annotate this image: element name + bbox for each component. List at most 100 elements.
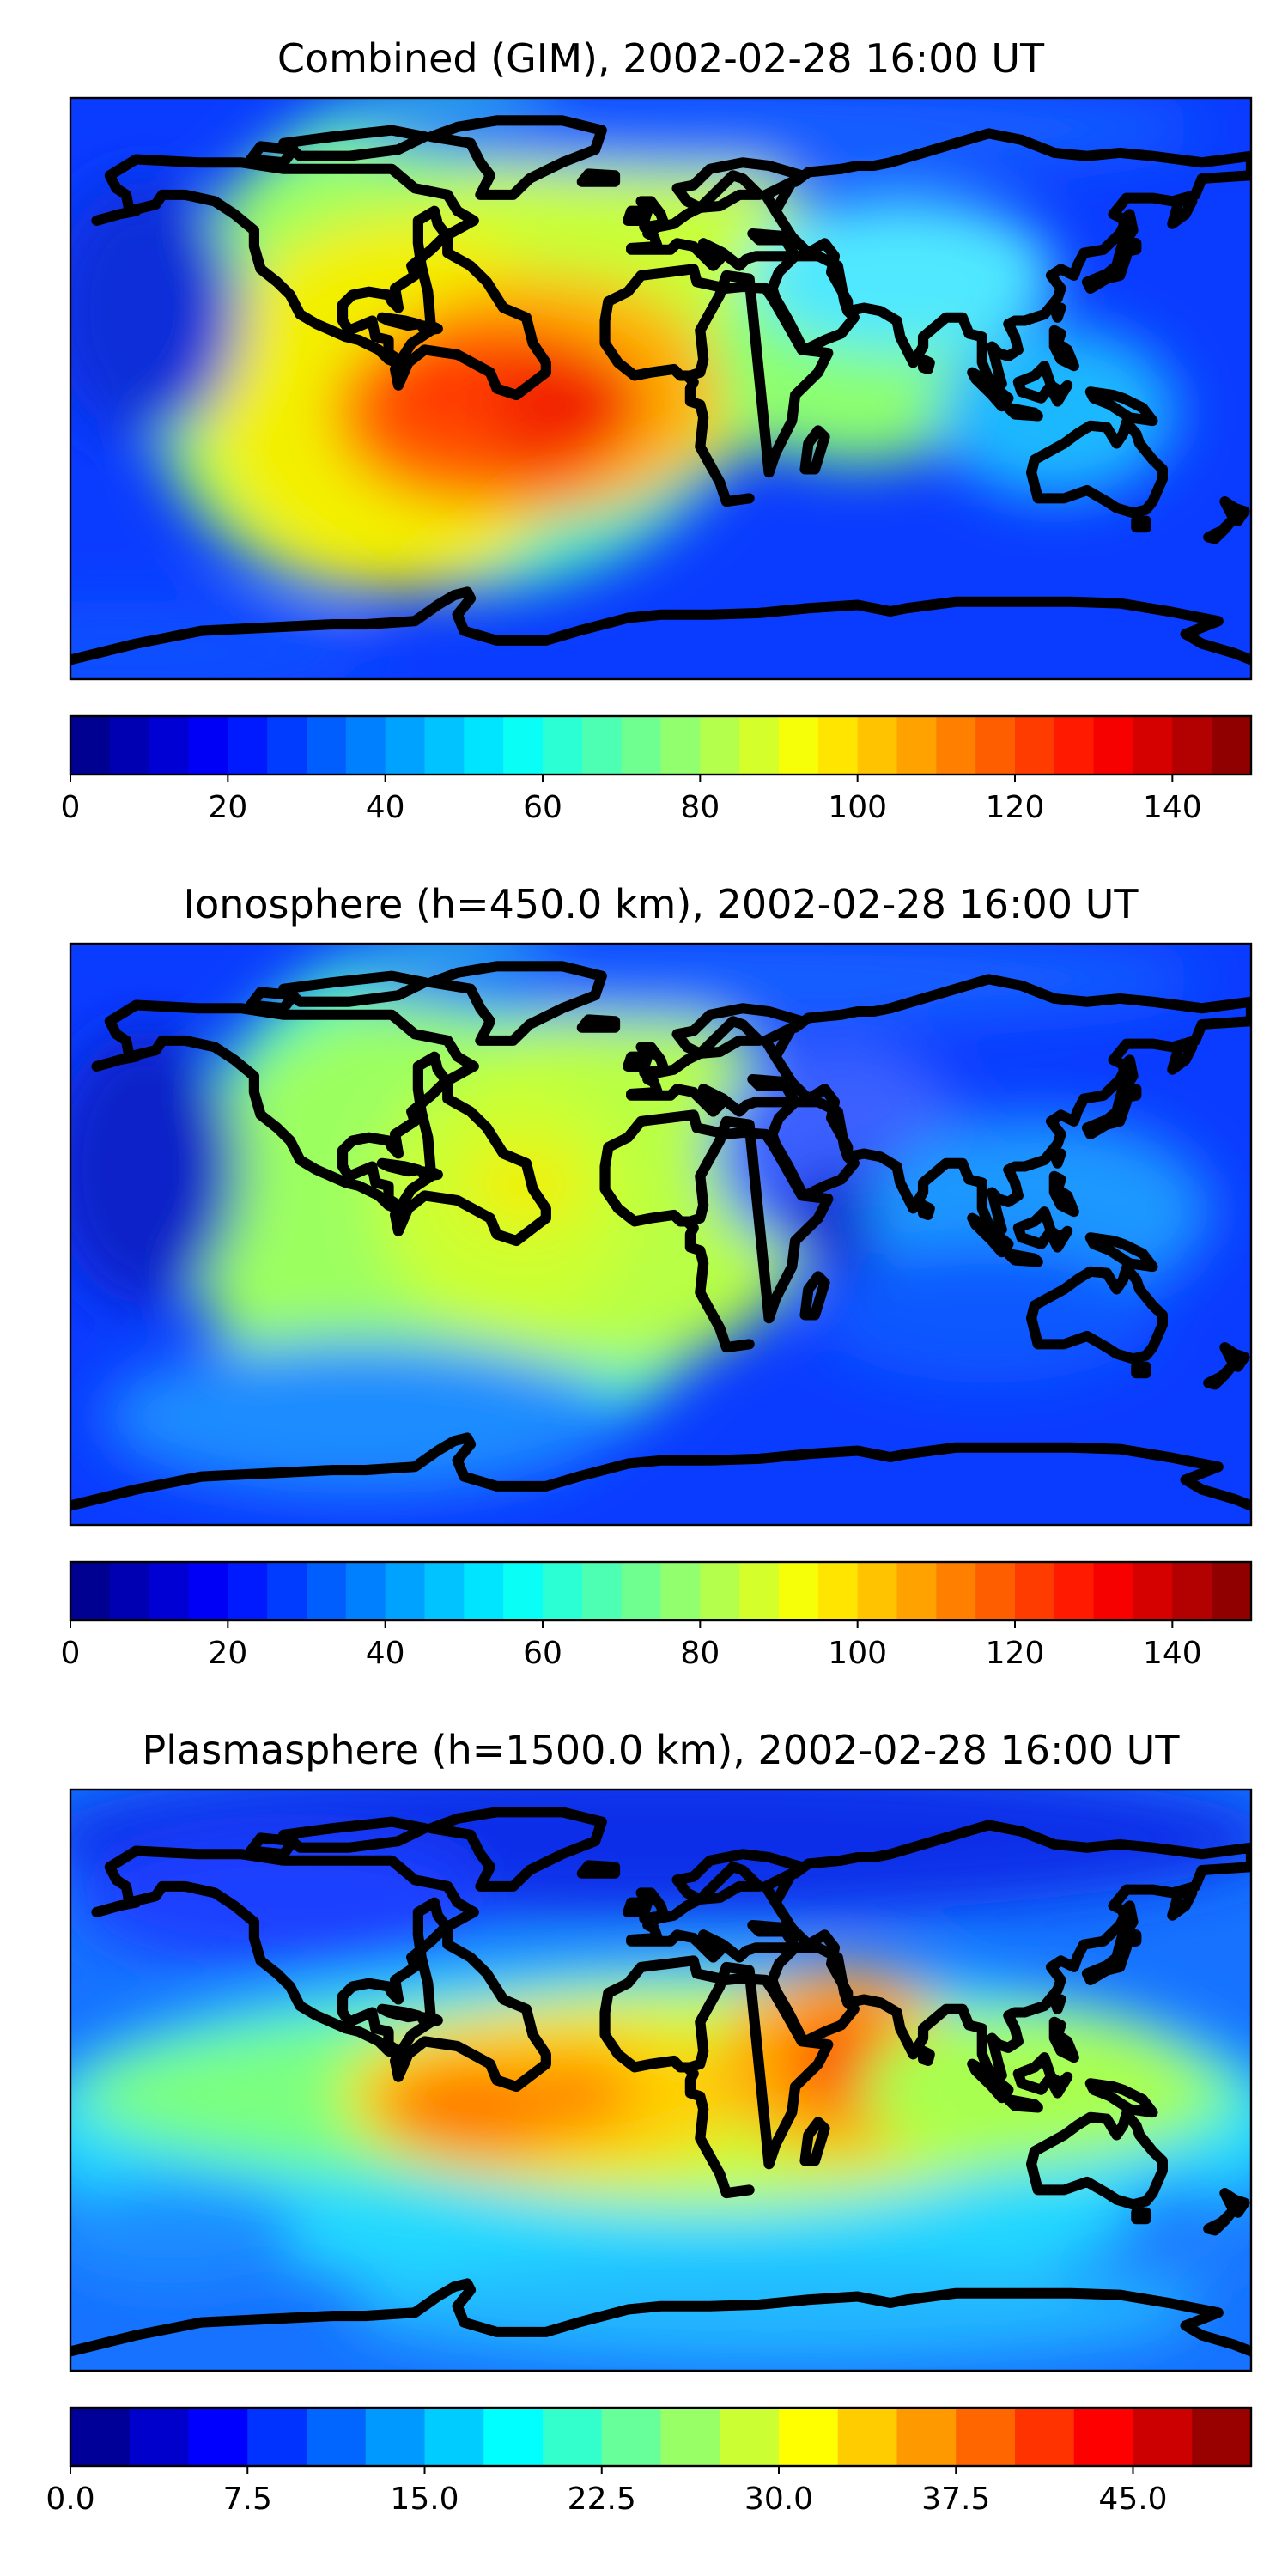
colorbar-swatch [857, 1562, 898, 1620]
colorbar-tick-label: 0 [61, 790, 81, 825]
colorbar-swatch [621, 1562, 662, 1620]
colorbar-swatch [307, 2408, 367, 2466]
colorbar-swatch [188, 1562, 228, 1620]
colorbar-swatch [149, 1562, 190, 1620]
colorbar-swatch [345, 716, 386, 775]
colorbar-tick-label: 140 [1143, 1636, 1202, 1671]
colorbar-swatch [581, 1562, 623, 1620]
colorbar-tick-label: 20 [208, 790, 247, 825]
colorbar-swatch [70, 1562, 111, 1620]
colorbar-swatch [424, 716, 465, 775]
colorbar-swatch [345, 1562, 386, 1620]
colorbar-tick-label: 120 [986, 1636, 1045, 1671]
colorbar-ticks: 0 20 40 60 80 100 120 140 [61, 775, 1202, 825]
colorbar-swatch [1212, 1562, 1252, 1620]
colorbar-tick-label: 0.0 [46, 2482, 94, 2517]
colorbar-tick-label: 30.0 [744, 2482, 813, 2517]
colorbar-swatch [896, 2408, 957, 2466]
colorbar-swatch [70, 2408, 131, 2466]
map-frame [69, 1788, 1253, 2372]
colorbar-swatch [188, 2408, 248, 2466]
colorbar-swatch [483, 2408, 544, 2466]
colorbar-swatch [228, 1562, 268, 1620]
colorbar-tick-label: 120 [986, 790, 1045, 825]
colorbar-swatches [70, 716, 1252, 775]
colorbar-swatch [779, 1562, 819, 1620]
colorbar-swatch [837, 2408, 898, 2466]
colorbar-swatch [424, 1562, 465, 1620]
heatmap-field [70, 1789, 1251, 2371]
colorbar-tick-label: 100 [828, 1636, 887, 1671]
colorbar-swatch [1172, 1562, 1212, 1620]
panel-ionosphere: Ionosphere (h=450.0 km), 2002-02-28 16:0… [61, 881, 1253, 1671]
colorbar-ticks: 0 20 40 60 80 100 120 140 [61, 1620, 1202, 1671]
colorbar-swatch [464, 716, 504, 775]
colorbar-frame [69, 714, 1253, 776]
colorbar-swatch [247, 2408, 307, 2466]
colorbar-swatch [1015, 716, 1055, 775]
colorbar-swatch [1093, 1562, 1134, 1620]
heatmap-field [70, 944, 1251, 1525]
colorbar-tick-label: 60 [523, 790, 562, 825]
colorbar-swatch [1133, 1562, 1173, 1620]
colorbar-swatch [365, 2408, 426, 2466]
colorbar-swatch [307, 1562, 347, 1620]
colorbar-swatch [739, 1562, 780, 1620]
colorbar-swatch [267, 716, 307, 775]
colorbar-swatch [543, 716, 583, 775]
colorbar-swatch [601, 2408, 662, 2466]
map-frame [69, 96, 1253, 681]
colorbar-swatch [1192, 2408, 1252, 2466]
colorbar-swatch [385, 716, 426, 775]
colorbar-swatch [936, 716, 976, 775]
colorbar-swatch [817, 1562, 859, 1620]
colorbar-swatch [1015, 1562, 1055, 1620]
colorbar-swatch [896, 716, 937, 775]
colorbar-swatch [621, 716, 662, 775]
colorbar-swatch [1172, 716, 1212, 775]
colorbar-tick-label: 15.0 [390, 2482, 459, 2517]
colorbar-swatch [188, 716, 228, 775]
panel-combined: Combined (GIM), 2002-02-28 16:00 UT [61, 35, 1253, 825]
chart-title: Ionosphere (h=450.0 km), 2002-02-28 16:0… [184, 881, 1139, 927]
colorbar-swatch [1093, 716, 1134, 775]
colorbar: 0 20 40 60 80 100 120 140 [61, 714, 1253, 825]
colorbar-tick-label: 20 [208, 1636, 247, 1671]
colorbar-swatch [936, 1562, 976, 1620]
colorbar-frame [69, 1560, 1253, 1622]
colorbar-swatches [70, 1562, 1252, 1620]
colorbar-ticks: 0.0 7.5 15.0 22.5 30.0 37.5 45.0 [46, 2466, 1168, 2517]
colorbar-tick-label: 60 [523, 1636, 562, 1671]
colorbar-swatch [385, 1562, 426, 1620]
colorbar-swatch [739, 716, 780, 775]
colorbar-swatch [956, 2408, 1016, 2466]
colorbar-swatch [1133, 716, 1173, 775]
colorbar-swatch [700, 1562, 740, 1620]
colorbar-swatch [975, 1562, 1016, 1620]
panel-plasmasphere: Plasmasphere (h=1500.0 km), 2002-02-28 1… [46, 1727, 1253, 2517]
colorbar-swatch [1133, 2408, 1193, 2466]
colorbar-swatch [149, 716, 190, 775]
colorbar-swatch [464, 1562, 504, 1620]
colorbar-tick-label: 80 [680, 1636, 720, 1671]
colorbar-swatches [70, 2408, 1252, 2466]
colorbar-swatch [700, 716, 740, 775]
colorbar-swatch [70, 716, 111, 775]
colorbar-swatch [267, 1562, 307, 1620]
colorbar-swatch [779, 716, 819, 775]
colorbar-swatch [817, 716, 859, 775]
colorbar-tick-label: 37.5 [921, 2482, 990, 2517]
colorbar-swatch [543, 1562, 583, 1620]
colorbar-swatch [424, 2408, 484, 2466]
colorbar-swatch [720, 2408, 780, 2466]
colorbar-swatch [109, 716, 150, 775]
map-frame [69, 942, 1253, 1527]
colorbar: 0 20 40 60 80 100 120 140 [61, 1560, 1253, 1671]
colorbar-swatch [581, 716, 623, 775]
colorbar-swatch [1015, 2408, 1075, 2466]
colorbar-swatch [228, 716, 268, 775]
colorbar-swatch [660, 1562, 701, 1620]
heatmap-field [70, 98, 1251, 679]
colorbar-swatch [660, 716, 701, 775]
